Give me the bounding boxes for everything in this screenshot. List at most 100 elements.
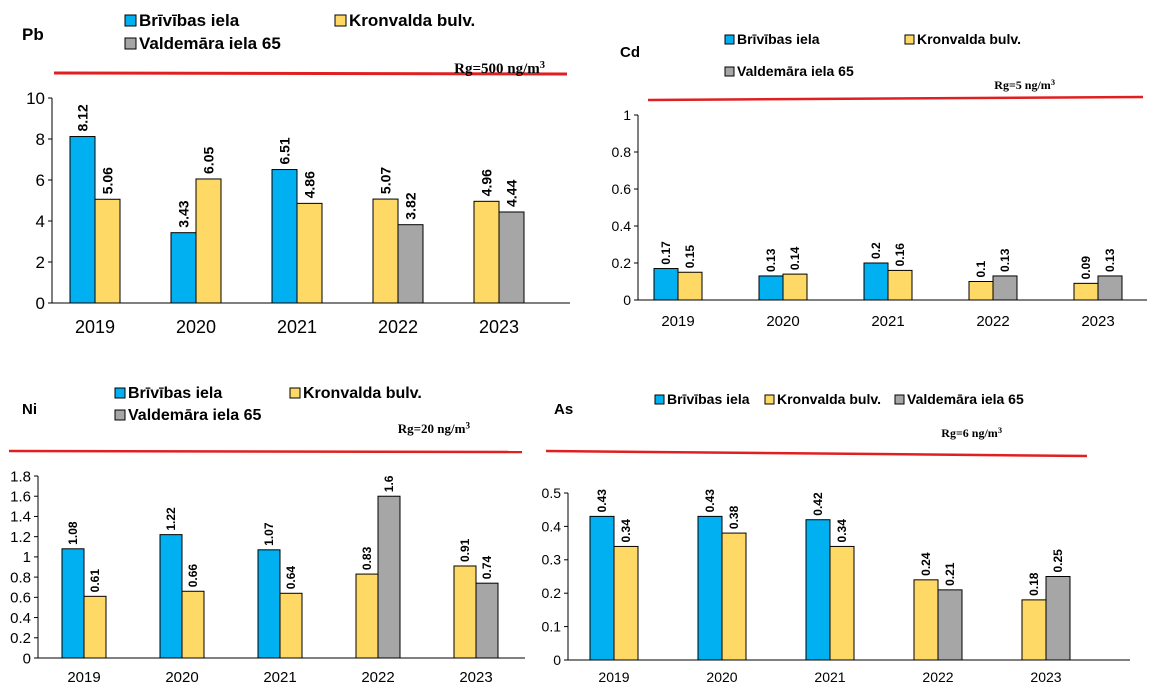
y-tick-label: 1 <box>623 107 631 123</box>
chart-title: Pb <box>22 25 44 44</box>
legend-swatch <box>904 34 915 45</box>
data-label: 0.09 <box>1079 256 1093 280</box>
bar <box>1097 275 1123 301</box>
bar <box>968 281 994 301</box>
data-label: 0.43 <box>703 489 717 513</box>
y-tick-label: 1 <box>23 549 31 566</box>
data-label: 0.66 <box>186 564 200 588</box>
x-tick-label: 2019 <box>661 313 694 330</box>
y-tick-label: 0.8 <box>612 144 632 160</box>
bar <box>721 532 747 661</box>
bar <box>195 178 222 304</box>
data-label: 0.18 <box>1027 572 1041 596</box>
legend-entry: Brīvības iela <box>139 11 240 30</box>
data-label: 0.13 <box>1103 248 1117 272</box>
x-tick-label: 2020 <box>766 313 799 330</box>
chart-panel-pb: Pb Brīvības iela Kronvalda bulv. Valdemāra … <box>22 11 570 337</box>
bar <box>355 573 379 659</box>
bar <box>257 549 281 659</box>
y-tick-label: 0.6 <box>612 181 632 197</box>
data-label: 0.74 <box>480 555 494 579</box>
y-tick-label: 1.4 <box>10 509 31 526</box>
bar <box>279 592 303 659</box>
bar <box>94 198 121 304</box>
bar <box>475 582 499 659</box>
data-label: 0.43 <box>595 489 609 513</box>
chart-title: Cd <box>620 44 640 61</box>
bar <box>697 515 723 661</box>
x-tick-label: 2020 <box>706 669 737 684</box>
x-tick-label: 2020 <box>176 317 216 337</box>
bar <box>271 169 298 304</box>
data-label: 3.82 <box>402 192 418 219</box>
data-label: 0.16 <box>893 243 907 267</box>
limit-line <box>8 449 523 454</box>
y-tick-label: 0.2 <box>542 585 562 601</box>
limit-label-text: Rg=6 ng/m <box>941 426 998 440</box>
x-tick-label: 2022 <box>378 317 418 337</box>
data-label: 0.34 <box>835 519 849 543</box>
limit-label-sup: 3 <box>465 420 470 430</box>
legend-swatch <box>334 14 347 27</box>
data-label: 0.17 <box>659 241 673 265</box>
limit-label: Rg=6 ng/m3 <box>941 426 1002 440</box>
data-label: 0.14 <box>788 246 802 270</box>
y-tick-label: 0.1 <box>542 619 562 635</box>
bar <box>170 232 197 304</box>
data-label: 0.15 <box>683 245 697 269</box>
data-label: 0.13 <box>998 248 1012 272</box>
data-label: 0.34 <box>619 519 633 543</box>
limit-line <box>545 449 1088 458</box>
bar <box>589 515 615 661</box>
x-tick-label: 2022 <box>976 313 1009 330</box>
chart-title: As <box>554 401 573 418</box>
x-tick-label: 2021 <box>871 313 904 330</box>
y-tick-label: 0.3 <box>542 552 562 568</box>
legend-entry: Brīvības iela <box>737 31 820 47</box>
y-tick-label: 4 <box>36 212 45 231</box>
legend-entry: Kronvalda bulv. <box>777 391 881 407</box>
legend-entry: Kronvalda bulv. <box>917 31 1021 47</box>
legend-entry: Valdemāra iela 65 <box>907 391 1024 407</box>
bar <box>181 590 205 659</box>
legend-entry: Valdemāra iela 65 <box>139 34 281 53</box>
data-label: 1.22 <box>164 507 178 531</box>
legend-entry: Kronvalda bulv. <box>303 385 422 402</box>
y-tick-label: 0.4 <box>10 610 31 627</box>
bar <box>937 589 963 661</box>
bar <box>1045 576 1071 661</box>
x-tick-label: 2021 <box>277 317 317 337</box>
legend-swatch <box>289 387 301 399</box>
chart-panel-cd: Cd Brīvības iela Kronvalda bulv. Valdemāra … <box>612 31 1147 330</box>
x-tick-label: 2023 <box>1081 313 1114 330</box>
data-label: 0.24 <box>919 552 933 576</box>
bar <box>377 495 401 659</box>
data-label: 0.83 <box>360 546 374 570</box>
limit-label: Rg=20 ng/m3 <box>398 420 471 436</box>
limit-label: Rg=5 ng/m3 <box>994 78 1055 92</box>
y-tick-label: 0.4 <box>612 218 632 234</box>
bar <box>1021 599 1047 661</box>
bar <box>992 275 1018 301</box>
legend-swatch <box>724 66 735 77</box>
y-tick-label: 0 <box>36 294 45 313</box>
bar <box>397 224 424 304</box>
data-label: 0.25 <box>1051 549 1065 573</box>
bar <box>677 271 703 301</box>
limit-label-text: Rg=5 ng/m <box>994 78 1051 92</box>
x-tick-label: 2020 <box>165 669 198 684</box>
limit-label-text: Rg=20 ng/m <box>398 421 466 436</box>
limit-line <box>647 95 1144 102</box>
bar <box>758 275 784 301</box>
bar <box>863 262 889 301</box>
bar <box>453 565 477 659</box>
x-tick-label: 2021 <box>263 669 296 684</box>
bar <box>1073 282 1099 301</box>
bar <box>83 595 107 659</box>
data-label: 0.42 <box>811 492 825 516</box>
data-label: 5.07 <box>377 167 393 194</box>
bar <box>887 269 913 301</box>
data-label: 0.61 <box>88 569 102 593</box>
data-label: 4.44 <box>503 180 519 207</box>
